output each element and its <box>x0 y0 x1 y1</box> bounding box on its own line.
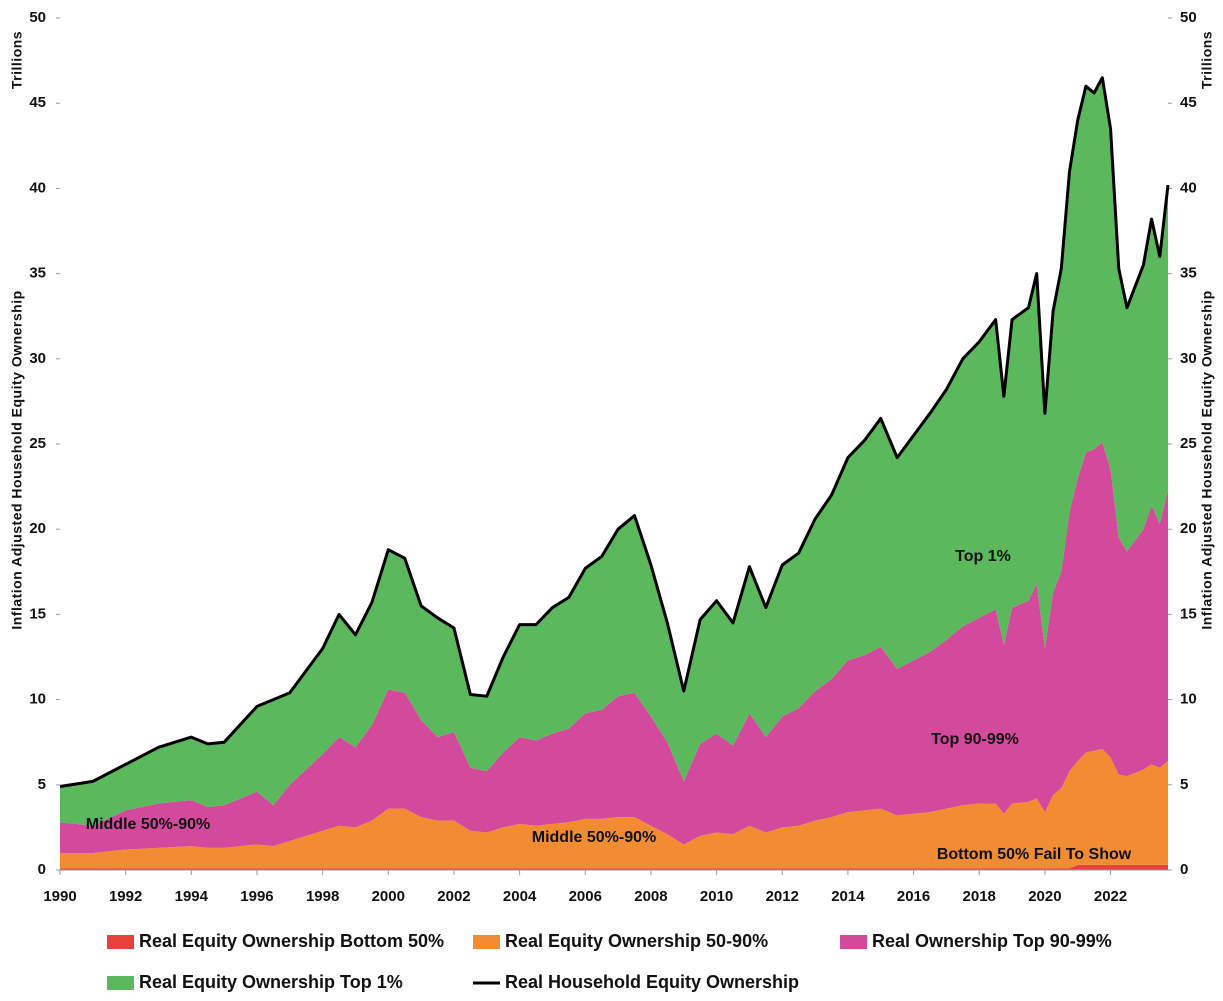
legend-swatch <box>840 935 867 949</box>
annotation: Middle 50%-90% <box>86 816 210 833</box>
annotation: Top 90-99% <box>931 731 1019 748</box>
y2-tick-label: 50 <box>1180 9 1197 26</box>
y2-tick-label: 0 <box>1180 861 1188 878</box>
y-tick-label: 30 <box>29 350 46 367</box>
x-tick-label: 2016 <box>897 888 930 905</box>
x-tick-label: 2008 <box>634 888 667 905</box>
y2-axis-label: Inflation Adjusted Household Equity Owne… <box>1199 290 1215 629</box>
x-tick-label: 1994 <box>175 888 209 905</box>
y-tick-label: 50 <box>29 9 46 26</box>
y2-tick-label: 35 <box>1180 265 1197 282</box>
y2-tick-label: 30 <box>1180 350 1197 367</box>
area <box>60 864 1168 870</box>
x-tick-label: 2010 <box>700 888 733 905</box>
x-tick-label: 2014 <box>831 888 865 905</box>
y2-axis-unit: Trillions <box>1199 31 1215 89</box>
legend-label: Real Ownership Top 90-99% <box>872 931 1112 951</box>
x-tick-label: 2002 <box>437 888 470 905</box>
total-line <box>59 76 1170 788</box>
area <box>60 442 1168 853</box>
x-tick-label: 1996 <box>240 888 273 905</box>
area <box>60 749 1168 869</box>
y-tick-label: 40 <box>29 179 46 196</box>
x-tick-label: 2012 <box>766 888 799 905</box>
y2-tick-label: 15 <box>1180 605 1197 622</box>
y2-tick-label: 40 <box>1180 179 1197 196</box>
legend-label: Real Household Equity Ownership <box>505 972 799 992</box>
legend-label: Real Equity Ownership Bottom 50% <box>139 931 444 951</box>
legend-swatch <box>473 935 500 949</box>
x-tick-label: 1990 <box>43 888 76 905</box>
x-tick-label: 1998 <box>306 888 339 905</box>
x-tick-label: 2006 <box>569 888 602 905</box>
annotation: Bottom 50% Fail To Show <box>937 846 1132 863</box>
y2-tick-label: 10 <box>1180 691 1197 708</box>
y-tick-label: 15 <box>29 605 46 622</box>
x-tick-label: 2022 <box>1094 888 1127 905</box>
legend-swatch <box>107 935 134 949</box>
y-tick-label: 5 <box>38 776 46 793</box>
annotation: Middle 50%-90% <box>532 829 656 846</box>
y2-tick-label: 25 <box>1180 435 1197 452</box>
legend-label: Real Equity Ownership Top 1% <box>139 972 403 992</box>
y-tick-label: 20 <box>29 520 46 537</box>
y-axis-unit: Trillions <box>9 31 25 89</box>
annotation: Top 1% <box>955 548 1011 565</box>
y-tick-label: 45 <box>29 94 46 111</box>
y2-tick-label: 45 <box>1180 94 1197 111</box>
y2-tick-label: 20 <box>1180 520 1197 537</box>
x-tick-label: 2000 <box>372 888 405 905</box>
y-axis-label: Inflation Adjusted Household Equity Owne… <box>9 290 25 629</box>
y-tick-label: 25 <box>29 435 46 452</box>
x-tick-label: 2004 <box>503 888 537 905</box>
y-tick-label: 35 <box>29 265 46 282</box>
y2-tick-label: 5 <box>1180 776 1188 793</box>
y-tick-label: 10 <box>29 691 46 708</box>
legend-swatch <box>107 976 134 990</box>
legend-label: Real Equity Ownership 50-90% <box>505 931 768 951</box>
area <box>60 77 1168 826</box>
y-tick-label: 0 <box>38 861 46 878</box>
x-tick-label: 1992 <box>109 888 142 905</box>
x-tick-label: 2020 <box>1028 888 1061 905</box>
x-tick-label: 2018 <box>963 888 996 905</box>
